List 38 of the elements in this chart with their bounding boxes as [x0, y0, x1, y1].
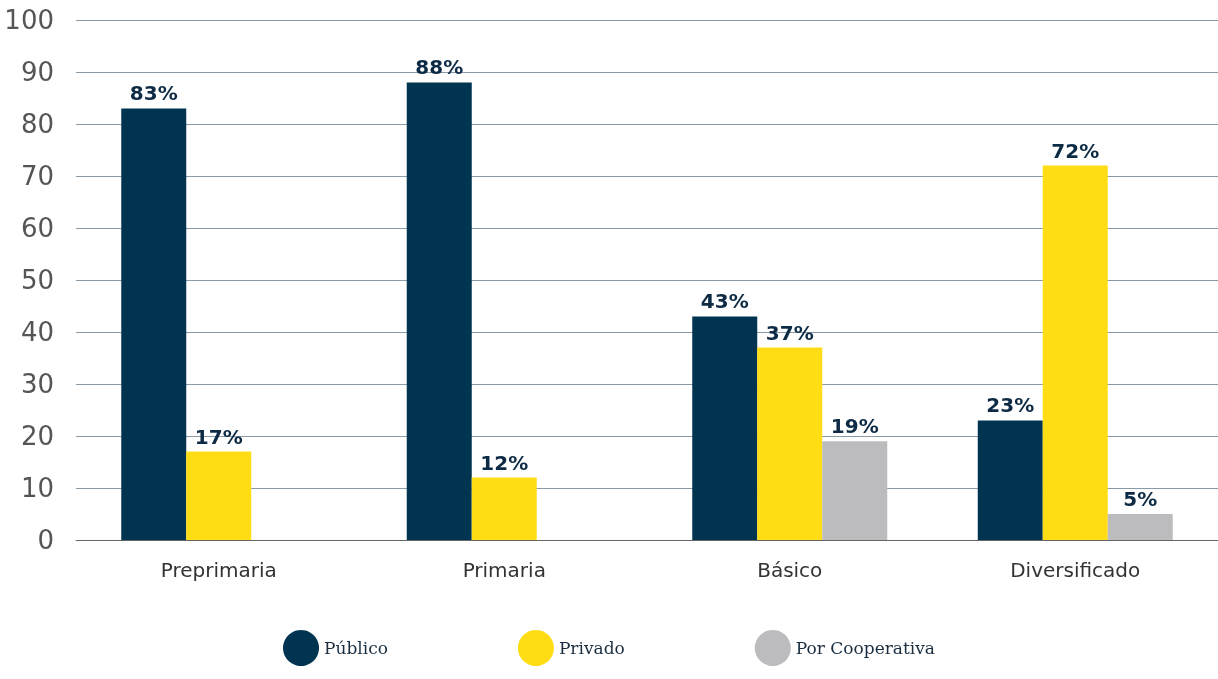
bar [757, 347, 823, 540]
y-tick-label: 80 [20, 109, 54, 139]
bar [186, 451, 252, 540]
y-tick-label: 90 [20, 57, 54, 87]
data-label: 19% [830, 414, 879, 439]
data-label: 43% [700, 289, 749, 314]
data-label: 17% [194, 424, 243, 449]
bar [977, 420, 1043, 540]
data-label: 5% [1123, 487, 1158, 511]
x-tick-label: Diversificado [1010, 558, 1141, 582]
y-tick-label: 0 [37, 525, 54, 555]
data-label: 83% [129, 81, 178, 106]
legend-label: Privado [558, 638, 625, 658]
y-tick-label: 50 [20, 265, 54, 295]
x-tick-label: Preprimaria [160, 558, 277, 582]
legend-label: Por Cooperativa [795, 638, 935, 658]
y-tick-label: 30 [20, 369, 54, 399]
data-label: 37% [765, 320, 814, 345]
y-tick-label: 10 [20, 473, 54, 503]
data-label: 12% [480, 450, 529, 475]
bar [1042, 165, 1108, 540]
bar [822, 441, 888, 540]
x-tick-label: Primaria [462, 558, 546, 582]
data-label: 88% [415, 55, 464, 80]
y-tick-label: 60 [20, 213, 54, 243]
bar [406, 82, 472, 540]
bar [692, 316, 758, 540]
x-tick-label: Básico [757, 558, 823, 582]
bar [471, 477, 537, 540]
bar [121, 108, 187, 540]
data-label: 72% [1051, 138, 1100, 163]
y-tick-label: 20 [20, 421, 54, 451]
legend-label: Público [324, 638, 388, 658]
y-tick-label: 100 [4, 5, 54, 35]
y-tick-label: 40 [20, 317, 54, 347]
data-label: 23% [986, 393, 1035, 418]
y-tick-label: 70 [20, 161, 54, 191]
bar [1107, 514, 1173, 540]
